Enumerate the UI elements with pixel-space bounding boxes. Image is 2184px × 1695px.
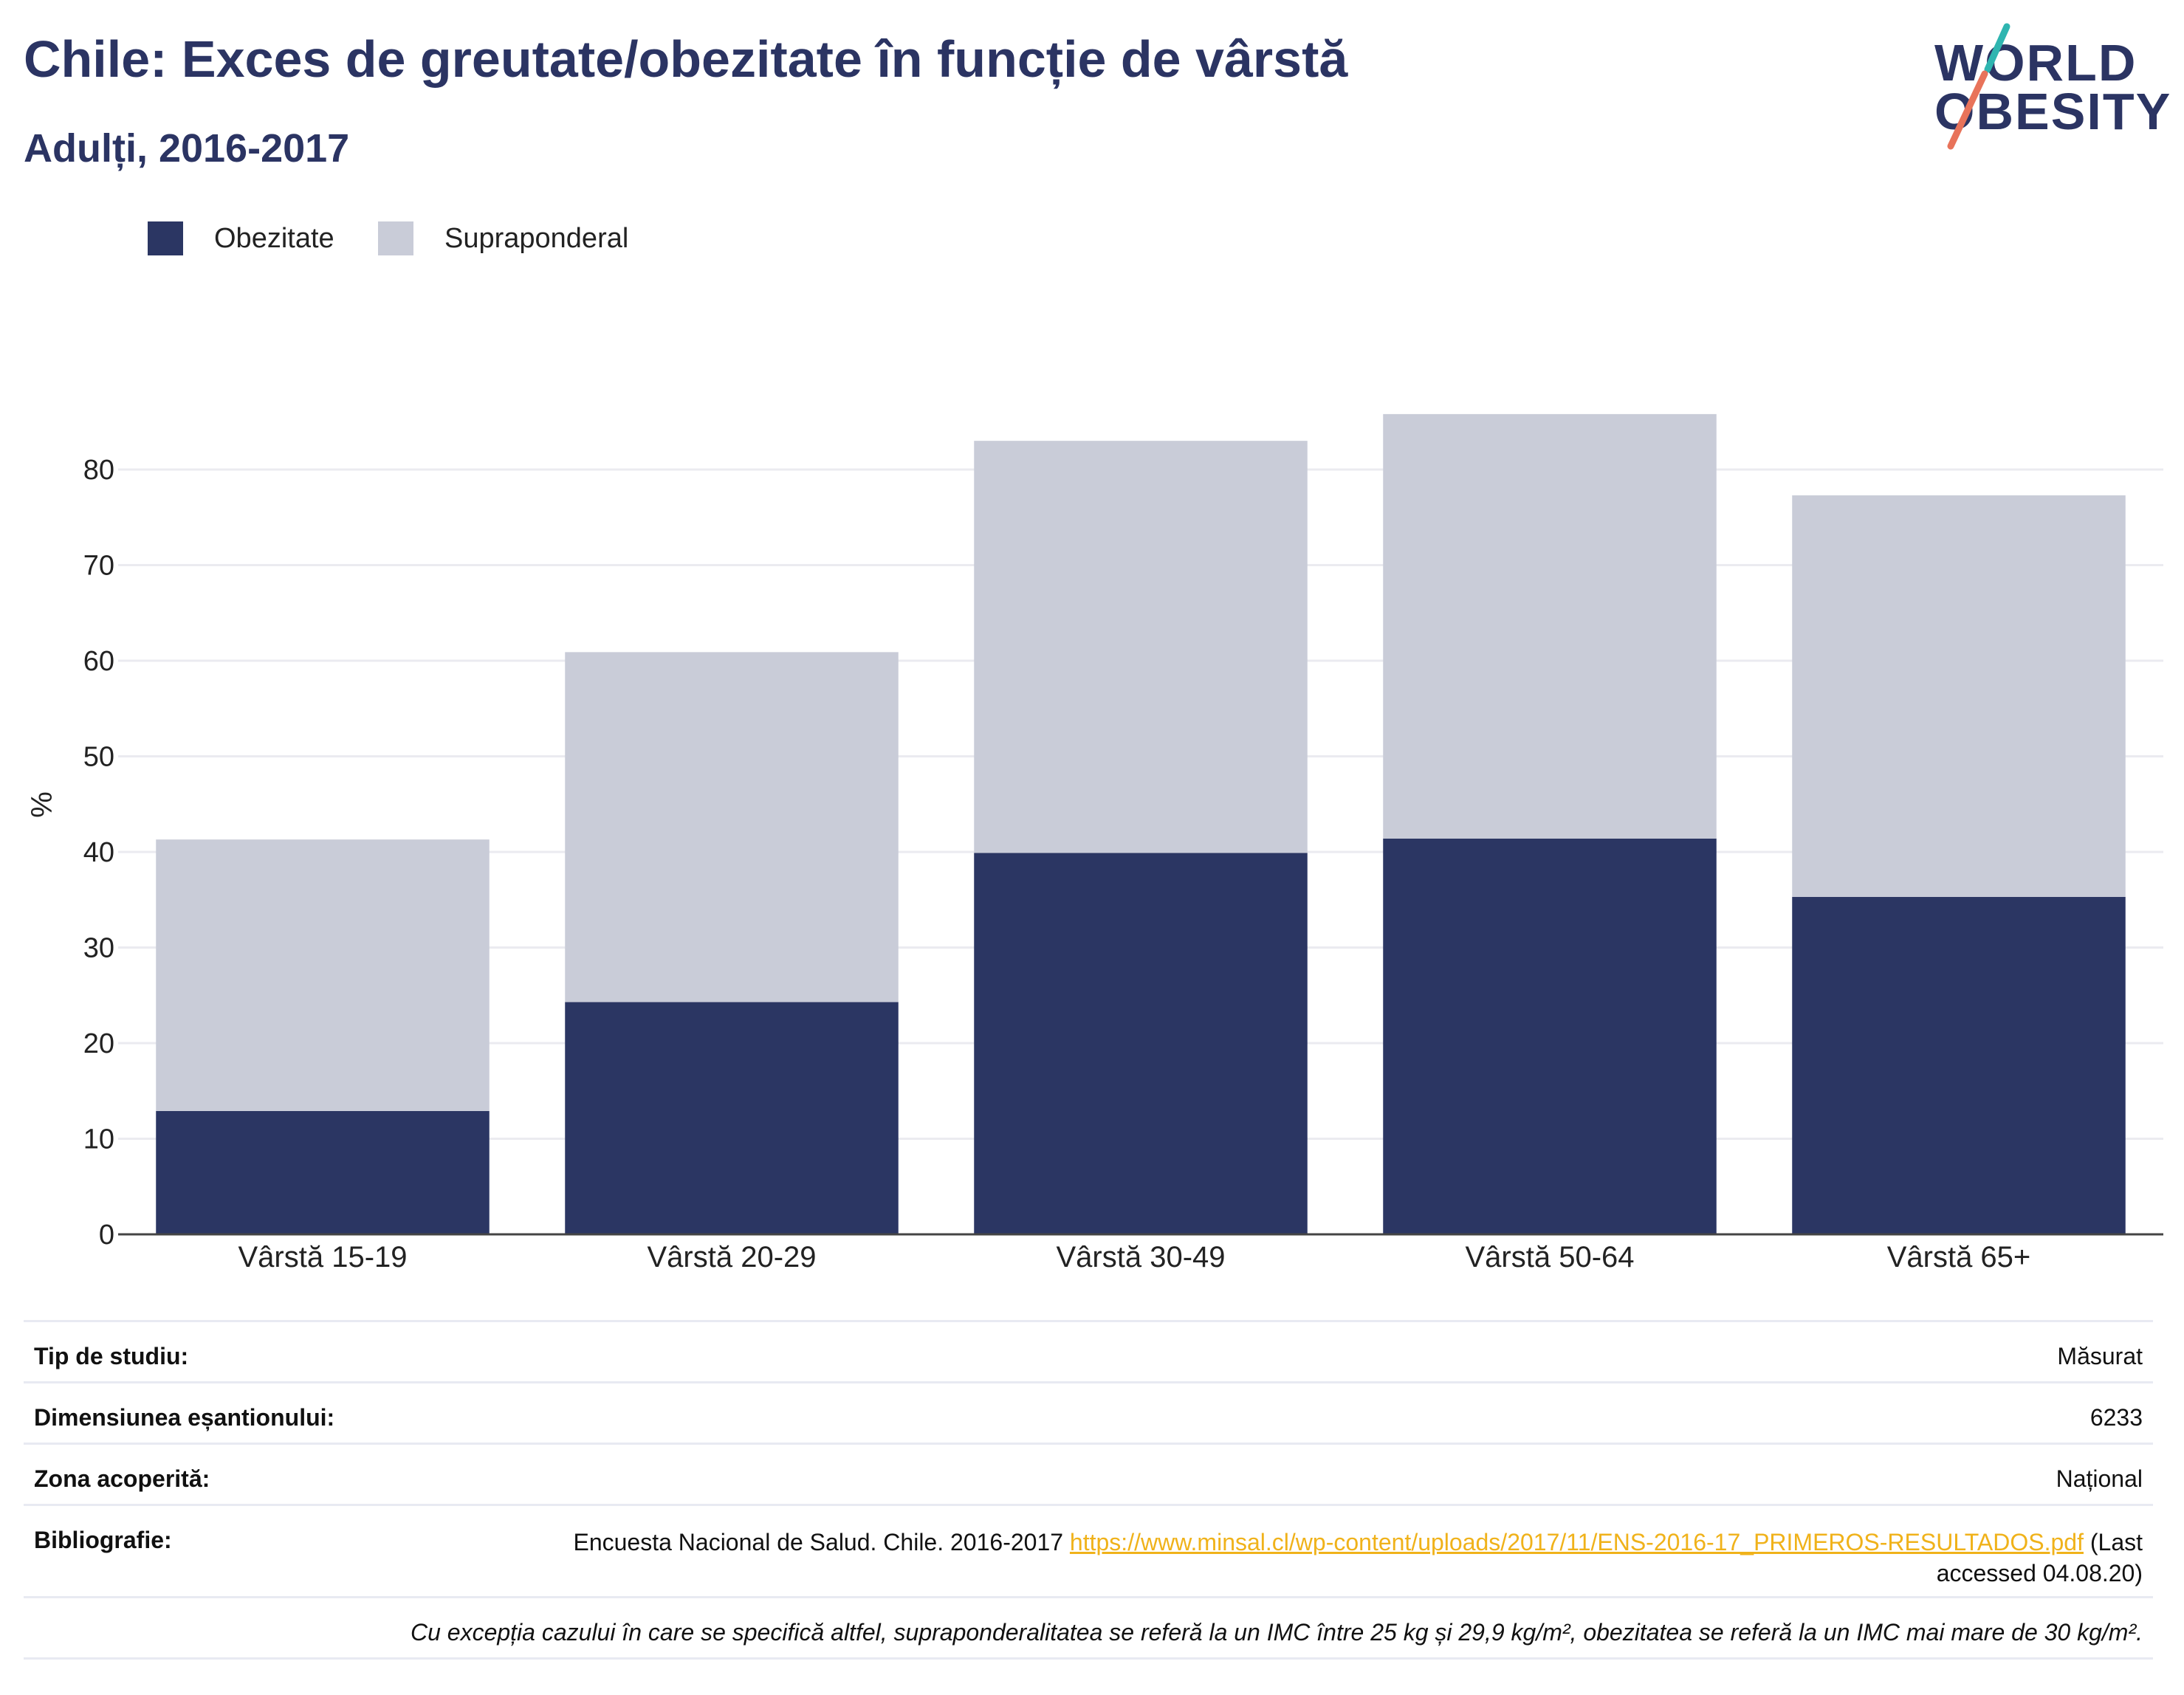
bar-overweight: [565, 652, 899, 1003]
legend-label-obesity: Obezitate: [214, 223, 334, 254]
y-tick-label: 70: [83, 551, 114, 582]
y-tick-label: 30: [83, 933, 114, 964]
y-tick-label: 50: [83, 742, 114, 773]
study-type-label: Tip de studiu:: [34, 1343, 189, 1369]
x-tick-label: Vârstă 20-29: [647, 1241, 816, 1273]
bar-obesity: [156, 1110, 490, 1234]
area-label: Zona acoperită:: [34, 1465, 210, 1492]
bar-obesity: [974, 853, 1308, 1234]
world-obesity-logo: WORLD OBESITY: [1920, 22, 2171, 155]
area-value: Național: [2056, 1465, 2143, 1492]
bibliography-link[interactable]: https://www.minsal.cl/wp-content/uploads…: [1069, 1529, 2084, 1555]
bar-obesity: [1383, 838, 1717, 1234]
x-tick-label: Vârstă 50-64: [1465, 1241, 1634, 1273]
bar-obesity: [565, 1002, 899, 1234]
chart-subtitle: Adulți, 2016-2017: [24, 126, 350, 171]
x-tick-label: Vârstă 65+: [1887, 1241, 2031, 1273]
sample-size-value: 6233: [2089, 1404, 2143, 1431]
y-axis-label: %: [26, 791, 58, 818]
y-tick-label: 20: [83, 1028, 114, 1059]
y-tick-label: 80: [83, 455, 114, 486]
footnote: Cu excepția cazului în care se specifică…: [410, 1619, 2143, 1646]
bibliography-accessed: (Last accessed 04.08.20): [1936, 1529, 2143, 1586]
y-tick-label: 60: [83, 646, 114, 677]
sample-size-label: Dimensiunea eșantionului:: [34, 1404, 335, 1431]
legend-swatch-obesity: [148, 221, 183, 255]
logo-slash-icon: [1947, 23, 2010, 150]
legend-swatch-overweight: [378, 221, 413, 255]
bibliography-value: Encuesta Nacional de Salud. Chile. 2016-…: [518, 1527, 2143, 1589]
info-row-study-type: Tip de studiu: Măsurat: [24, 1320, 2153, 1381]
y-tick-label: 10: [83, 1124, 114, 1155]
bar-overweight: [156, 839, 490, 1111]
x-tick-label: Vârstă 30-49: [1056, 1241, 1225, 1273]
y-tick-label: 40: [83, 837, 114, 868]
study-type-value: Măsurat: [2057, 1343, 2143, 1369]
bar-obesity: [1792, 896, 2126, 1234]
bar-overweight: [1792, 495, 2126, 897]
bibliography-label: Bibliografie:: [34, 1527, 172, 1553]
logo-line-1: WORLD: [1934, 34, 2137, 92]
bar-chart: 0 10 20 30 40 50 60 70 80% Vârstă 15-19 Vârstă 20-…: [26, 413, 2163, 1273]
info-row-sample-size: Dimensiunea eșantionului: 6233: [24, 1381, 2153, 1443]
info-table: Tip de studiu: Măsurat Dimensiunea eșant…: [24, 1320, 2153, 1660]
y-tick-label: 0: [99, 1220, 114, 1251]
x-tick-label: Vârstă 15-19: [238, 1241, 407, 1273]
bar-overweight: [974, 441, 1308, 853]
bibliography-text: Encuesta Nacional de Salud. Chile. 2016-…: [573, 1529, 1064, 1555]
info-row-bibliography: Bibliografie: Encuesta Nacional de Salud…: [24, 1504, 2153, 1596]
info-row-area: Zona acoperită: Național: [24, 1443, 2153, 1504]
bar-overweight: [1383, 413, 1717, 839]
chart-title: Chile: Exces de greutate/obezitate în fu…: [24, 30, 1348, 88]
info-row-note: Cu excepția cazului în care se specifică…: [24, 1596, 2153, 1660]
legend-label-overweight: Supraponderal: [444, 223, 629, 254]
